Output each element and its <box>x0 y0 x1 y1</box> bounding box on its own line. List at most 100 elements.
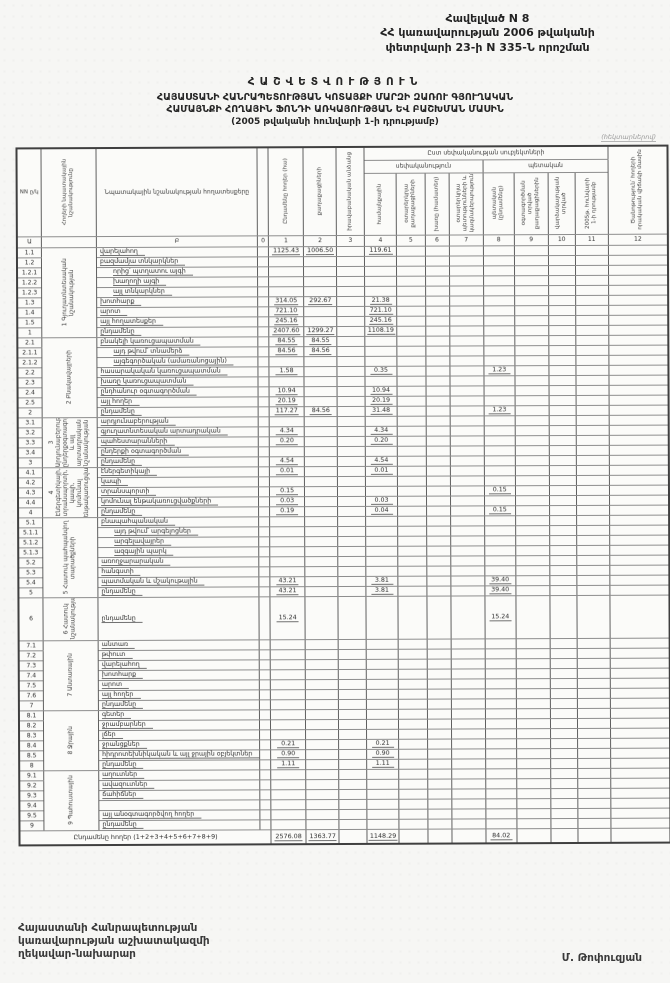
value-cell <box>575 244 609 255</box>
row-label: արդյունաբերության <box>97 416 259 428</box>
value-cell <box>608 314 669 325</box>
column-number: 6 <box>424 234 449 246</box>
value-cell <box>303 356 338 367</box>
value-cell <box>485 678 516 689</box>
value-cell <box>364 285 397 296</box>
value-cell <box>485 798 517 809</box>
value-cell <box>549 544 577 556</box>
value-cell <box>398 668 427 679</box>
row-label: աղուտներ <box>98 769 261 781</box>
value-cell <box>269 546 305 557</box>
unit-note: (հեկտարներով) <box>601 133 656 142</box>
code-cell <box>259 566 270 577</box>
value-cell <box>304 466 338 477</box>
row-label: առողջարարական <box>97 556 260 568</box>
value-cell <box>303 276 337 287</box>
row-nn: 1.2.2 <box>17 277 42 288</box>
value-cell <box>449 395 485 406</box>
value-cell <box>270 679 306 690</box>
value-cell <box>398 738 428 749</box>
value-cell <box>548 304 576 316</box>
value-cell <box>339 788 367 800</box>
value-cell <box>576 484 610 495</box>
value-cell <box>425 295 450 306</box>
value-cell <box>608 354 669 365</box>
value-cell <box>398 758 428 769</box>
value-cell <box>608 344 669 355</box>
value-cell <box>305 596 339 640</box>
value-cell <box>364 415 398 426</box>
value-cell <box>397 535 427 546</box>
value-cell <box>366 648 399 659</box>
value-cell <box>366 688 399 699</box>
value-cell <box>550 707 578 719</box>
row-label: էներգետիկայի <box>97 466 259 478</box>
code-cell <box>258 506 270 517</box>
value-cell <box>365 515 398 526</box>
value-cell <box>397 375 426 386</box>
value-cell <box>550 777 578 789</box>
value-cell <box>426 545 451 556</box>
value-cell <box>426 555 451 566</box>
value-cell <box>425 275 450 286</box>
value-cell <box>337 385 365 397</box>
value-cell <box>608 254 668 265</box>
value-cell: 0.15 <box>269 486 305 497</box>
value-cell <box>608 374 669 385</box>
value-cell <box>451 728 486 739</box>
row-label: ջրանցքներ <box>98 739 260 751</box>
value-cell <box>338 748 367 760</box>
value-cell <box>397 515 427 526</box>
row-nn: 6 <box>18 597 44 641</box>
appendix-line-2: ՀՀ կառավարության 2006 թվականի <box>380 26 595 40</box>
value-cell <box>337 435 366 447</box>
title-line-2: ՀԱՄԱՅՆՔԻ ՀՈՂԱՅԻՆ ՖՈՆԴԻ ԱՌԿԱՅՈՒԹՅԱՆ ԵՎ ԲԱ… <box>166 103 504 115</box>
code-cell <box>258 346 270 357</box>
value-cell <box>337 455 366 467</box>
code-cell <box>258 486 270 497</box>
value-cell <box>365 565 399 576</box>
value-cell <box>449 425 485 436</box>
row-label: անտառ <box>98 639 260 651</box>
value-cell <box>338 565 366 577</box>
code-cell <box>259 659 271 670</box>
value-cell <box>484 545 516 556</box>
value-cell <box>305 709 339 720</box>
value-cell <box>398 638 427 649</box>
value-cell <box>575 314 609 325</box>
value-cell <box>608 284 669 295</box>
value-cell <box>609 534 670 545</box>
value-cell <box>450 718 486 729</box>
value-cell <box>608 294 669 305</box>
row-nn: 1.2 <box>16 257 42 268</box>
value-cell <box>398 678 427 689</box>
value-cell: 4.34 <box>365 425 398 436</box>
value-cell: 292.67 <box>303 296 338 307</box>
code-cell <box>260 809 272 820</box>
value-cell <box>513 255 549 266</box>
row-nn: 5.1 <box>18 517 43 528</box>
value-cell <box>397 385 426 396</box>
value-cell <box>514 365 549 376</box>
value-cell <box>515 535 550 546</box>
value-cell: 84.55 <box>303 336 338 347</box>
row-nn: 1 <box>17 327 42 338</box>
value-cell <box>514 445 550 456</box>
value-cell <box>514 465 550 476</box>
value-cell <box>269 556 305 567</box>
value-cell <box>485 818 517 829</box>
value-cell: 0.03 <box>269 496 305 507</box>
value-cell <box>450 545 485 556</box>
value-cell <box>514 265 549 276</box>
value-cell <box>304 446 338 457</box>
row-nn: 3.1 <box>17 417 43 428</box>
code-cell <box>259 596 271 640</box>
value-cell <box>451 818 486 829</box>
row-nn: 4 <box>18 507 43 518</box>
value-cell <box>550 767 578 779</box>
value-cell <box>337 355 365 367</box>
value-cell <box>270 769 306 780</box>
value-cell <box>449 355 484 366</box>
footer-line-1: Հայաստանի Հանրապետության <box>18 922 198 934</box>
report-title: ՀԱՇՎԵՏՎՈՒԹՅՈՒՆ <box>247 76 423 88</box>
